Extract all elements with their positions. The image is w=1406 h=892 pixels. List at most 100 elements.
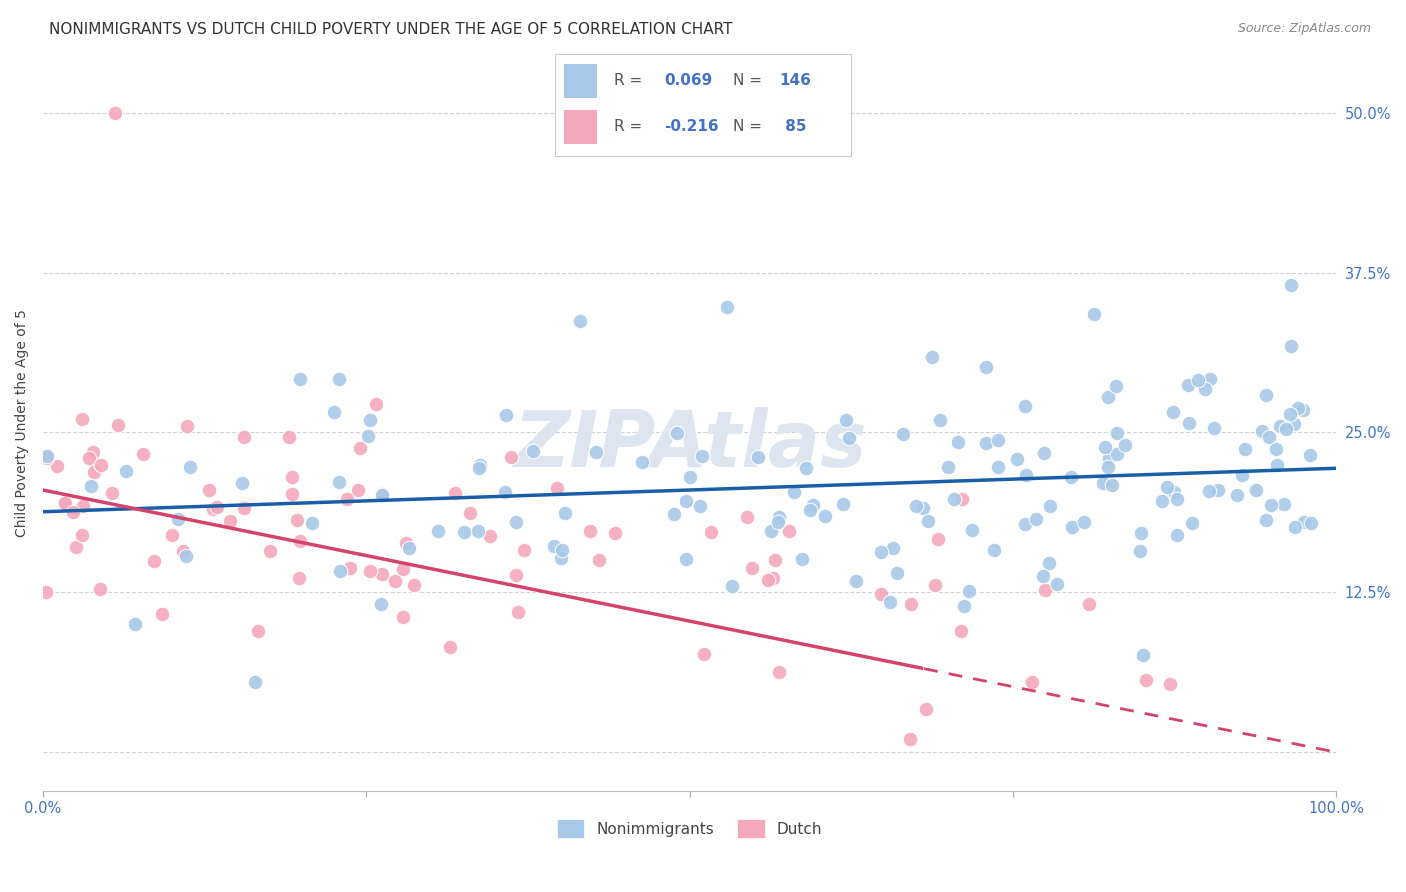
Point bbox=[495, 408, 517, 422]
Point bbox=[987, 459, 1010, 474]
Point bbox=[335, 492, 357, 507]
Point bbox=[384, 574, 406, 588]
Text: R =: R = bbox=[614, 72, 648, 87]
Point bbox=[468, 458, 491, 473]
Point bbox=[1234, 442, 1257, 456]
Point bbox=[960, 523, 983, 537]
Point bbox=[914, 702, 936, 716]
Point bbox=[585, 445, 607, 459]
Point bbox=[494, 484, 516, 499]
Point bbox=[1078, 598, 1101, 612]
Point bbox=[392, 562, 415, 576]
Point bbox=[356, 428, 378, 442]
Point bbox=[285, 513, 308, 527]
Point bbox=[747, 450, 769, 464]
Point bbox=[921, 350, 943, 364]
Point bbox=[905, 499, 928, 513]
Point bbox=[402, 578, 425, 592]
Point bbox=[62, 505, 84, 519]
Point bbox=[359, 412, 381, 426]
Point bbox=[1046, 576, 1069, 591]
Point bbox=[1294, 515, 1316, 529]
Point bbox=[479, 529, 502, 543]
Point bbox=[831, 497, 853, 511]
Point bbox=[233, 430, 256, 444]
Point bbox=[1097, 460, 1119, 475]
Point bbox=[870, 545, 893, 559]
Point bbox=[1032, 446, 1054, 460]
Legend: Nonimmigrants, Dutch: Nonimmigrants, Dutch bbox=[550, 812, 830, 846]
Point bbox=[550, 550, 572, 565]
Point bbox=[70, 412, 93, 426]
Point bbox=[950, 491, 973, 506]
Point bbox=[1015, 468, 1038, 483]
Point bbox=[927, 533, 949, 547]
Point bbox=[35, 450, 58, 465]
Point bbox=[150, 607, 173, 622]
Point bbox=[513, 542, 536, 557]
Point bbox=[205, 500, 228, 514]
Point bbox=[675, 552, 697, 566]
Point bbox=[328, 372, 350, 386]
Point bbox=[70, 528, 93, 542]
Point bbox=[1005, 452, 1028, 467]
Point bbox=[1014, 517, 1036, 532]
Point bbox=[339, 561, 361, 575]
FancyBboxPatch shape bbox=[564, 110, 596, 144]
Point bbox=[814, 508, 837, 523]
Text: NONIMMIGRANTS VS DUTCH CHILD POVERTY UNDER THE AGE OF 5 CORRELATION CHART: NONIMMIGRANTS VS DUTCH CHILD POVERTY UND… bbox=[49, 22, 733, 37]
Point bbox=[666, 426, 689, 441]
Point bbox=[943, 491, 966, 506]
Point bbox=[835, 412, 858, 426]
Point bbox=[917, 514, 939, 528]
Point bbox=[288, 533, 311, 548]
Point bbox=[762, 570, 785, 584]
Point bbox=[950, 624, 973, 638]
Point bbox=[143, 554, 166, 568]
Text: R =: R = bbox=[614, 119, 648, 134]
Point bbox=[1025, 512, 1047, 526]
Point bbox=[115, 464, 138, 478]
Point bbox=[983, 542, 1005, 557]
Point bbox=[499, 450, 522, 464]
Point bbox=[467, 524, 489, 539]
Point bbox=[366, 397, 388, 411]
Point bbox=[89, 582, 111, 596]
Point bbox=[741, 560, 763, 574]
Point bbox=[107, 418, 129, 433]
Point bbox=[349, 441, 371, 455]
Point bbox=[77, 451, 100, 466]
Point bbox=[233, 500, 256, 515]
Point bbox=[370, 487, 392, 501]
Point bbox=[763, 553, 786, 567]
Point bbox=[1177, 378, 1199, 392]
Point bbox=[1092, 476, 1115, 491]
Point bbox=[1260, 498, 1282, 512]
Point bbox=[1132, 648, 1154, 662]
Point bbox=[174, 549, 197, 563]
Point bbox=[716, 300, 738, 314]
Point bbox=[1097, 390, 1119, 404]
Text: 85: 85 bbox=[780, 119, 806, 134]
Point bbox=[458, 506, 481, 520]
Point bbox=[1129, 544, 1152, 558]
Point bbox=[301, 516, 323, 531]
Point bbox=[1198, 484, 1220, 499]
Point bbox=[1150, 494, 1173, 508]
Point bbox=[82, 445, 104, 459]
Point bbox=[1279, 408, 1302, 422]
Point bbox=[124, 616, 146, 631]
Point bbox=[543, 540, 565, 554]
Point bbox=[371, 488, 394, 502]
Point bbox=[799, 503, 821, 517]
Point bbox=[678, 470, 700, 484]
Point bbox=[281, 487, 304, 501]
Point bbox=[1114, 438, 1136, 452]
Point bbox=[444, 486, 467, 500]
Point bbox=[281, 470, 304, 484]
Point bbox=[468, 461, 491, 475]
Point bbox=[176, 419, 198, 434]
Point bbox=[546, 482, 568, 496]
Point bbox=[179, 459, 201, 474]
Point bbox=[247, 624, 270, 639]
